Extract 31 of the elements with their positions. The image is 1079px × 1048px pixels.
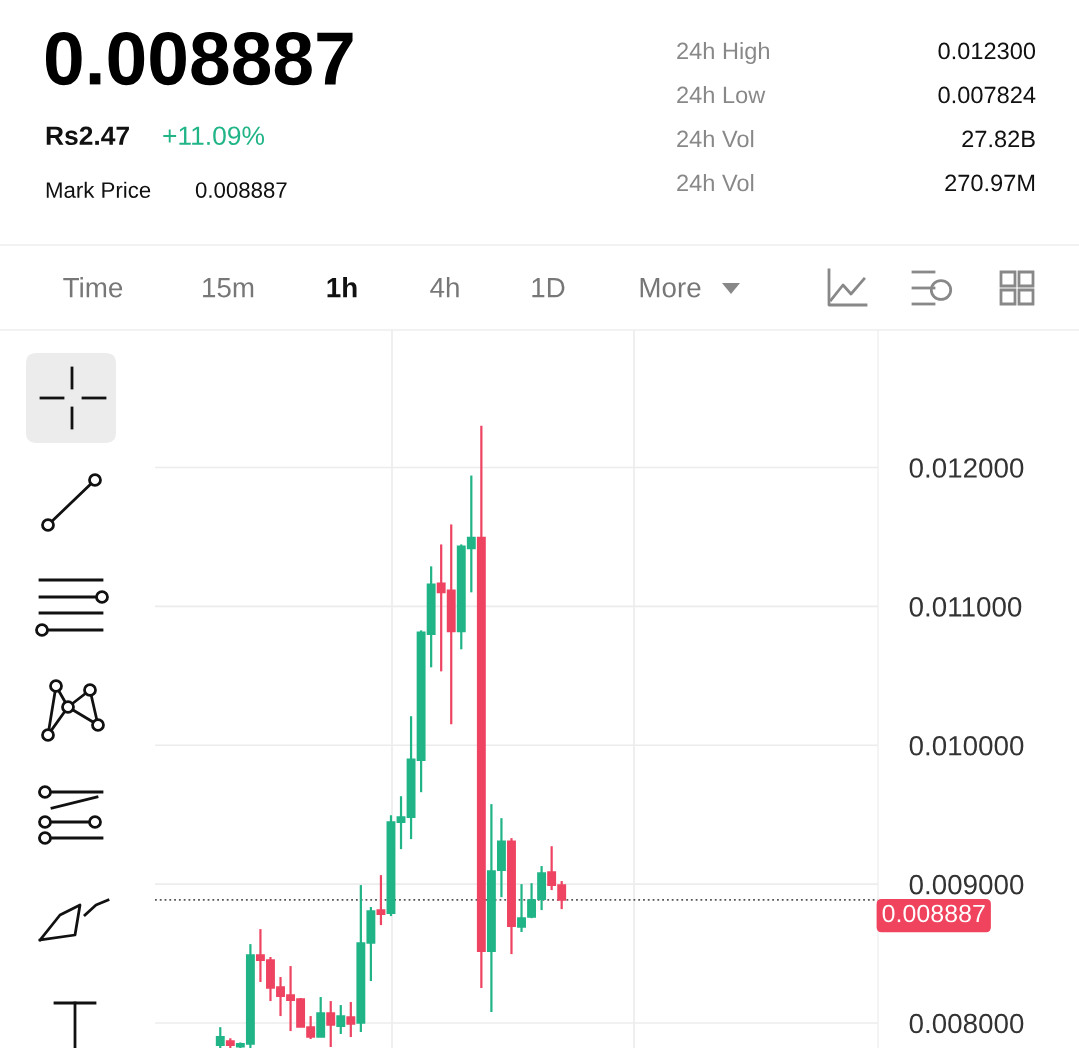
candlestick [346,1000,356,1039]
text: 270.97M [945,174,1035,192]
text: 1h [327,277,357,298]
y-tick-label: 0.012000 [909,458,1024,478]
y-tick-label: 0.010000 [909,735,1024,756]
candlestick [336,1003,346,1036]
text: 27.82B [962,130,1035,148]
text: +11.09% [163,126,265,146]
candlestick [376,873,386,927]
y-tick-label: 0.009000 [909,874,1024,895]
candlestick [396,795,406,851]
text: Rs2.47 [46,126,129,146]
text: 0.008887 [45,32,353,86]
text: More [640,278,701,298]
chart-title: 0.008887 [195,182,287,198]
candlestick [326,999,336,1048]
y-tick-label: 0.011000 [909,597,1022,617]
text: 4h [430,277,459,298]
text: 15m [203,278,254,298]
text: 1D [532,278,565,298]
text: 24h Vol [677,174,754,192]
text: 0.012300 [938,42,1036,60]
text: Mark Price [46,181,151,198]
text: 24h High [677,42,769,64]
y-tick-label: 0.008000 [909,1013,1024,1034]
text: 0.007824 [938,86,1036,104]
text: Time [63,277,123,298]
ref-line-label: 0.008887 [882,904,985,923]
candlestick [215,1026,225,1048]
text: 24h Low [677,86,766,104]
text: 24h Vol [677,130,754,148]
